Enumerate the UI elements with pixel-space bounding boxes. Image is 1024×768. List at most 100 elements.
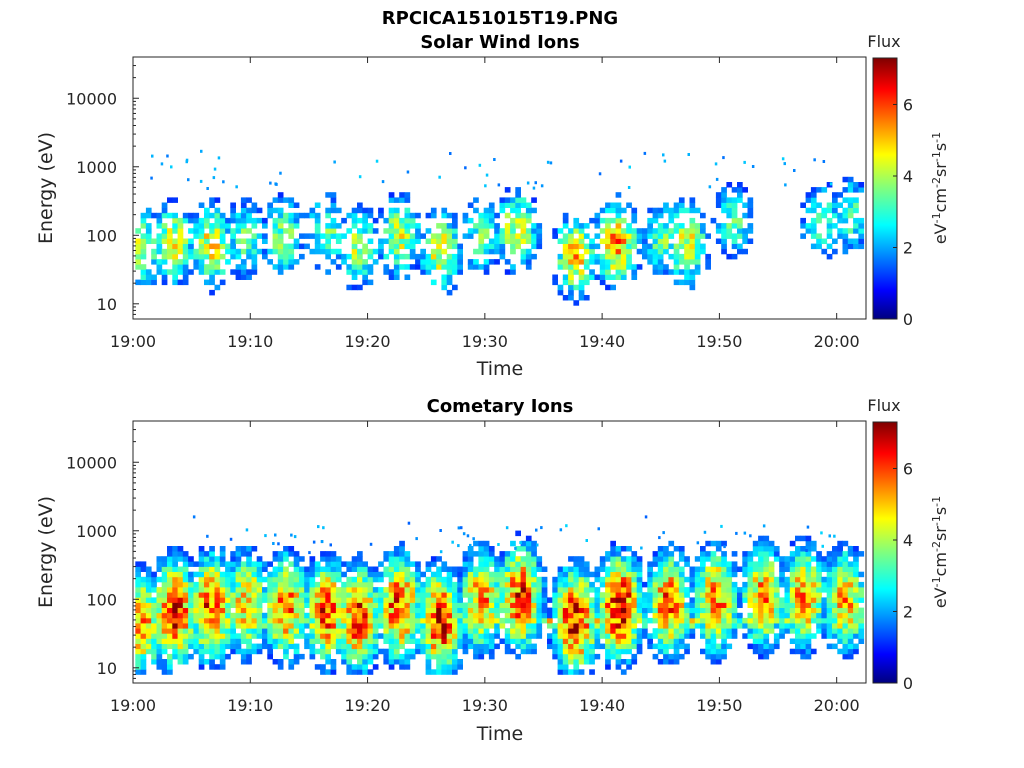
flux-cell [535,528,538,532]
flux-cell [314,617,321,624]
flux-cell [795,571,801,578]
flux-cell [689,617,696,624]
flux-cell [504,617,511,624]
flux-cell [262,566,268,572]
flux-cell [710,643,717,650]
flux-cell [636,556,643,562]
flux-cell [715,633,722,639]
flux-cell [684,556,690,562]
flux-cell [647,571,653,578]
flux-cell [145,566,152,572]
flux-cell [749,534,752,538]
flux-cell [520,612,527,619]
flux-cell [452,269,458,275]
flux-cell [525,551,532,557]
flux-cell [404,192,411,198]
flux-cell [330,259,337,265]
flux-cell [700,617,706,624]
flux-cell [721,223,727,229]
flux-cell [773,602,780,608]
flux-cell [246,628,252,634]
flux-cell [320,248,326,255]
flux-cell [689,581,696,588]
flux-cell [515,581,521,588]
flux-cell [684,648,690,655]
flux-cell [415,623,421,629]
flux-cell [372,607,379,614]
flux-cell [198,238,205,244]
flux-cell [605,556,611,562]
flux-cell [816,612,822,619]
flux-cell [441,274,448,280]
flux-cell [488,612,495,619]
flux-cell [742,212,748,219]
flux-cell [161,269,168,275]
flux-cell [388,653,395,660]
flux-cell [684,253,690,260]
flux-cell [689,228,696,234]
flux-cell [309,566,316,572]
flux-cell [795,648,801,655]
flux-cell [763,540,770,547]
flux-cell [515,243,521,250]
flux-cell [393,607,400,614]
colorbar-tick-label: 0 [903,674,913,693]
flux-cell [193,223,200,229]
flux-cell [288,617,295,624]
flux-cell [135,587,141,593]
flux-cell [657,233,664,239]
flux-cell [367,581,374,588]
flux-cell [583,638,590,644]
flux-cell [357,202,363,208]
flux-cell [768,581,775,588]
flux-cell [488,592,495,598]
flux-cell [631,269,638,275]
flux-cell [452,638,458,644]
flux-cell [251,243,258,250]
flux-cell [277,612,284,619]
flux-cell [536,628,543,634]
flux-cell [810,597,817,603]
flux-cell [636,571,643,578]
flux-cell [721,197,727,203]
flux-cell [605,223,611,229]
flux-cell [441,561,448,567]
flux-cell [219,628,226,634]
flux-cell [140,648,147,655]
flux-cell [832,612,838,619]
flux-cell [599,253,606,260]
flux-cell [747,633,754,639]
flux-cell [182,581,189,588]
flux-cell [536,592,543,598]
flux-cell [515,587,521,593]
flux-cell [657,602,664,608]
flux-cell [615,659,622,665]
flux-cell [573,659,580,665]
flux-cell [821,612,828,619]
flux-cell [752,592,759,598]
flux-cell [156,566,163,572]
flux-cell [568,284,574,291]
flux-cell [858,238,865,244]
flux-cell [499,202,506,208]
flux-cell [362,653,368,660]
flux-cell [700,551,706,557]
flux-cell [251,259,258,265]
flux-cell [816,581,822,588]
flux-cell [605,597,611,603]
flux-cell [800,612,806,619]
flux-cell [156,243,163,250]
flux-cell [198,223,205,229]
flux-cell [262,217,268,224]
flux-cell [789,566,796,572]
flux-cell [663,223,669,229]
flux-cell [161,581,168,588]
flux-cell [409,628,416,634]
flux-cell [399,617,405,624]
flux-cell [140,597,147,603]
flux-cell [388,597,395,603]
flux-cell [467,233,474,239]
flux-cell [673,561,680,567]
flux-cell [283,566,289,572]
flux-cell [283,556,289,562]
